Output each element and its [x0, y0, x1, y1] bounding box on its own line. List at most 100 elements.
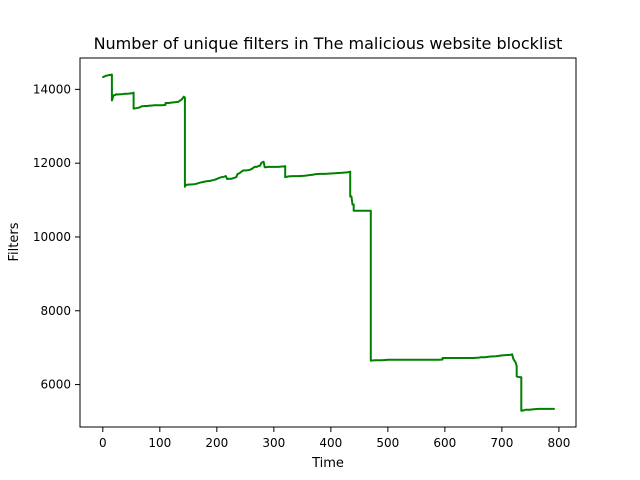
- data-point: [522, 409, 525, 412]
- data-point: [542, 408, 544, 410]
- data-point: [195, 183, 198, 185]
- data-point: [349, 170, 352, 173]
- data-point: [387, 359, 389, 361]
- data-point: [144, 105, 146, 107]
- data-point: [352, 210, 355, 212]
- data-point: [132, 107, 135, 110]
- data-point: [184, 186, 186, 188]
- data-point: [314, 173, 316, 175]
- data-point: [179, 99, 182, 102]
- data-point: [324, 173, 326, 175]
- data-point: [341, 172, 344, 174]
- data-point: [441, 357, 444, 359]
- data-point: [243, 169, 245, 172]
- data-point: [441, 358, 444, 361]
- x-tick-label: 0: [99, 436, 107, 450]
- data-point: [140, 105, 143, 108]
- data-point: [151, 104, 153, 107]
- data-point: [241, 170, 243, 173]
- data-point: [236, 173, 239, 175]
- data-point: [438, 359, 441, 361]
- data-point: [246, 169, 249, 171]
- data-point: [309, 174, 312, 176]
- data-point: [349, 195, 352, 198]
- data-point: [258, 164, 260, 167]
- data-point: [318, 173, 321, 175]
- data-point: [111, 73, 113, 76]
- data-point: [370, 210, 372, 212]
- data-point: [381, 359, 384, 362]
- x-tick-label: 100: [148, 436, 171, 450]
- data-point: [228, 177, 231, 180]
- data-point: [392, 359, 395, 361]
- data-point: [472, 357, 475, 359]
- data-point: [303, 174, 306, 177]
- data-point: [370, 359, 372, 362]
- data-point: [111, 99, 113, 102]
- x-tick-label: 400: [319, 436, 342, 450]
- data-point: [242, 169, 244, 172]
- data-point: [222, 176, 225, 178]
- data-point: [233, 177, 235, 179]
- y-tick-label: 10000: [33, 230, 71, 244]
- data-point: [130, 92, 133, 95]
- data-point: [265, 166, 267, 168]
- data-point: [421, 359, 423, 361]
- y-axis-label: Filters: [7, 222, 22, 261]
- data-point: [112, 94, 115, 97]
- tick-group: 0 100 200 300 400 500 600 700 800 6000 8000 10000 12…: [33, 82, 571, 450]
- data-point: [292, 175, 295, 177]
- data-point: [261, 161, 264, 164]
- data-point: [284, 165, 287, 167]
- data-point: [409, 359, 412, 361]
- data-point: [216, 178, 218, 180]
- data-point: [513, 359, 516, 362]
- data-point: [168, 102, 170, 104]
- data-point: [170, 101, 172, 104]
- data-point: [479, 356, 482, 359]
- data-point: [209, 180, 211, 182]
- data-point: [127, 93, 129, 95]
- data-point: [511, 353, 513, 356]
- data-point: [525, 408, 527, 411]
- data-point: [116, 93, 119, 96]
- data-point: [119, 93, 121, 95]
- data-point: [139, 106, 142, 108]
- data-point: [520, 376, 523, 379]
- data-point: [129, 92, 131, 95]
- data-point: [132, 91, 135, 94]
- data-point: [183, 95, 185, 98]
- data-point: [153, 104, 155, 106]
- data-point: [249, 169, 251, 171]
- data-point: [263, 166, 266, 168]
- data-point: [202, 181, 204, 183]
- data-point: [398, 359, 401, 361]
- data-point: [108, 74, 111, 76]
- data-point: [156, 104, 159, 106]
- x-tick-label: 800: [547, 436, 570, 450]
- data-point: [537, 408, 540, 410]
- data-point: [352, 203, 355, 206]
- data-point: [161, 104, 163, 106]
- data-point: [455, 357, 458, 359]
- data-point: [180, 98, 183, 101]
- data-point: [330, 172, 332, 175]
- data-point: [427, 359, 429, 361]
- data-point: [363, 210, 365, 212]
- data-point: [193, 183, 195, 185]
- data-point: [226, 178, 228, 180]
- data-point: [173, 101, 176, 104]
- data-point: [164, 102, 167, 104]
- data-point: [184, 96, 186, 99]
- data-point: [270, 166, 273, 168]
- data-point: [351, 203, 354, 206]
- data-point: [255, 166, 258, 168]
- data-point: [489, 355, 492, 358]
- data-point: [461, 357, 463, 359]
- x-tick-label: 300: [262, 436, 285, 450]
- data-point: [484, 356, 486, 359]
- data-point: [287, 175, 290, 178]
- data-point: [185, 184, 187, 186]
- data-point: [253, 166, 256, 168]
